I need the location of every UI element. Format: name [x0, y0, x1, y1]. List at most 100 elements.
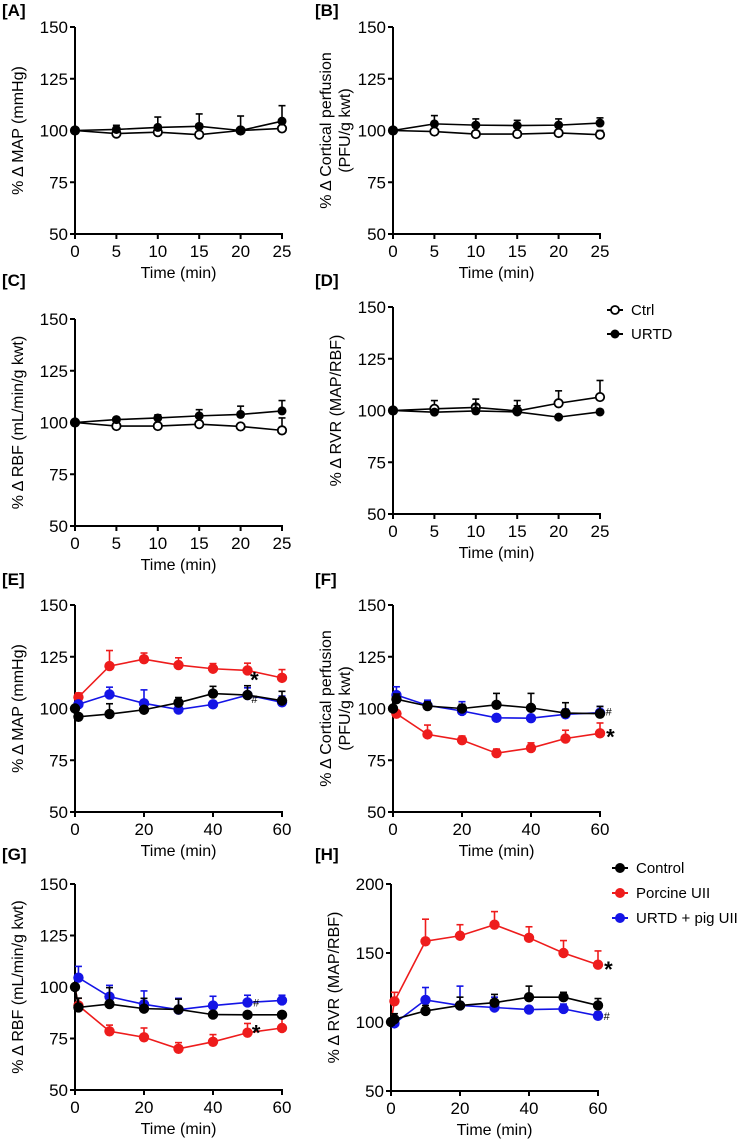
y-tick-label: 150 [358, 596, 386, 615]
data-point [153, 122, 163, 132]
legend-ctrl-urtd: Ctrl URTD [607, 302, 673, 343]
y-axis-label: % Δ MAP (mmHg) [10, 644, 27, 773]
data-point [554, 412, 564, 422]
x-tick-label: 25 [273, 534, 292, 553]
x-tick-label: 5 [430, 242, 439, 261]
x-tick-label: 0 [388, 820, 397, 839]
data-point [592, 959, 604, 970]
data-point [456, 734, 468, 746]
series-line [390, 923, 599, 1023]
y-tick-label: 125 [40, 927, 68, 946]
panel-label: [G] [2, 845, 27, 864]
x-tick-label: 40 [522, 820, 541, 839]
y-tick-label: 100 [40, 122, 68, 141]
legend-entry-porcine-uii: Porcine UII [612, 885, 710, 902]
data-point [235, 421, 246, 432]
data-point [242, 689, 253, 701]
y-tick-label: 125 [40, 70, 68, 89]
y-tick-label: 150 [40, 310, 68, 329]
data-point [138, 1003, 150, 1014]
x-tick-label: 60 [589, 1099, 608, 1118]
y-tick-label: 125 [40, 648, 68, 667]
data-point [491, 699, 502, 710]
y-tick-label: 75 [367, 453, 386, 472]
x-tick-label: 60 [273, 1098, 292, 1117]
series-urtd [388, 403, 605, 422]
data-point [523, 991, 535, 1003]
data-point [429, 407, 439, 417]
y-tick-label: 100 [358, 700, 386, 719]
x-tick-label: 10 [466, 522, 485, 541]
y-tick-label: 75 [367, 751, 386, 770]
data-point [69, 703, 81, 714]
y-tick-label: 50 [367, 225, 386, 244]
x-tick-label: 40 [204, 820, 223, 839]
data-point [277, 406, 287, 416]
data-point [456, 703, 468, 714]
data-point [422, 700, 433, 712]
data-point [523, 1004, 535, 1015]
y-tick-label: 100 [40, 414, 68, 433]
panel-a: [A] 50 75 100 125 150 0 5 10 15 20 25 Time (min) % Δ … [2, 1, 291, 282]
filled-circle-marker-icon [610, 329, 620, 339]
x-tick-label: 40 [520, 1099, 539, 1118]
y-tick-label: 125 [358, 70, 386, 89]
y-axis-label-units: (PFU/g kwt) [337, 88, 354, 172]
data-point [491, 712, 502, 724]
series-urtd [70, 399, 287, 427]
x-axis-label: Time (min) [141, 843, 217, 860]
x-tick-label: 10 [466, 242, 485, 261]
data-point [420, 1005, 431, 1017]
data-point [207, 663, 219, 674]
data-point [194, 121, 204, 131]
y-axis-label-units: (PFU/g kwt) [337, 666, 354, 750]
data-point [512, 407, 522, 417]
y-tick-label: 50 [49, 803, 68, 822]
data-point [594, 728, 606, 739]
data-point [276, 425, 288, 436]
y-tick-label: 100 [358, 402, 386, 421]
x-tick-label: 20 [135, 1098, 154, 1117]
data-point [420, 994, 431, 1006]
x-tick-label: 20 [451, 1099, 470, 1118]
x-tick-label: 0 [388, 242, 397, 261]
series-line [392, 396, 601, 412]
open-circle-marker-icon [610, 305, 620, 315]
x-tick-label: 15 [508, 522, 527, 541]
data-point [276, 1009, 288, 1021]
data-point [389, 1014, 400, 1025]
data-point [553, 127, 564, 139]
filled-circle-marker-icon [615, 913, 625, 923]
significance-asterisk: * [604, 957, 613, 982]
legend-label: Control [636, 860, 684, 877]
data-point [592, 1010, 604, 1021]
panel-e: [E] 50 75 100 125 150 0 20 40 60 Time (min) % Δ MAP… [2, 570, 291, 860]
y-axis-label: % Δ RVR (MAP/RBF) [328, 335, 345, 487]
filled-circle-marker-icon [615, 888, 625, 898]
data-point [104, 689, 115, 700]
y-tick-label: 150 [356, 944, 384, 963]
x-axis-label: Time (min) [141, 557, 217, 574]
data-point [454, 930, 466, 941]
legend-entry-urtd: URTD [607, 326, 673, 343]
panel-g: [G] 50 75 100 125 150 0 20 40 60 Time (min) % Δ RBF… [2, 845, 291, 1138]
data-point [138, 704, 150, 715]
data-point [277, 116, 287, 126]
data-point [391, 693, 402, 705]
y-tick-label: 125 [358, 648, 386, 667]
data-point [523, 932, 535, 944]
data-point [491, 748, 502, 759]
data-point [525, 713, 537, 724]
x-tick-label: 20 [231, 242, 250, 261]
data-point [153, 413, 163, 423]
data-point [592, 1000, 604, 1011]
panel-label: [D] [315, 271, 339, 290]
x-tick-label: 5 [430, 522, 439, 541]
panel-label: [F] [315, 570, 337, 589]
y-tick-label: 75 [49, 465, 68, 484]
legend-label: Ctrl [631, 302, 654, 319]
series-porcine-uii [391, 708, 606, 759]
panel-b: [B] 50 75 100 125 150 0 5 10 15 20 25 Time (min) % Δ … [315, 1, 609, 282]
filled-circle-marker-icon [615, 863, 625, 873]
data-point [489, 919, 500, 930]
